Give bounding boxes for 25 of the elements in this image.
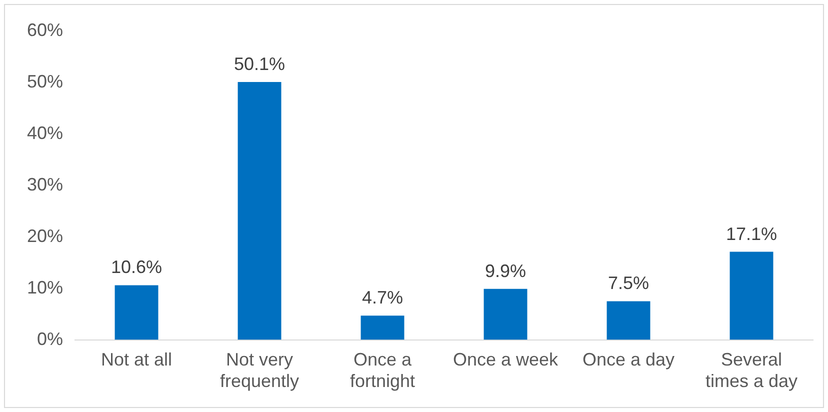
bar [606, 301, 650, 340]
x-tick-label: Not at all [101, 350, 172, 370]
bar [730, 252, 774, 340]
data-label: 17.1% [726, 224, 778, 244]
data-label: 4.7% [362, 288, 404, 308]
x-tick-label: Once a day [582, 350, 675, 370]
x-tick-label: Once a week [452, 350, 560, 370]
y-tick-label: 30% [26, 174, 64, 194]
y-tick-label: 10% [26, 277, 64, 298]
data-label: 10.6% [111, 257, 162, 278]
y-tick-label: 20% [26, 226, 64, 246]
data-label: 50.1% [234, 54, 286, 74]
y-tick-label: 60% [26, 20, 64, 40]
bar [114, 285, 158, 340]
bar [360, 316, 404, 340]
data-label: 9.9% [484, 260, 526, 281]
x-tick-label: Once a fortnight [350, 350, 416, 392]
x-tick-label: Several times a day [705, 350, 798, 392]
x-tick-label: Not very frequently [220, 350, 300, 392]
y-tick-label: 0% [37, 328, 64, 349]
y-tick-label: 40% [26, 122, 64, 143]
y-tick-label: 50% [26, 71, 64, 92]
bar [238, 82, 282, 340]
data-label: 7.5% [608, 273, 650, 294]
bar [484, 288, 528, 340]
